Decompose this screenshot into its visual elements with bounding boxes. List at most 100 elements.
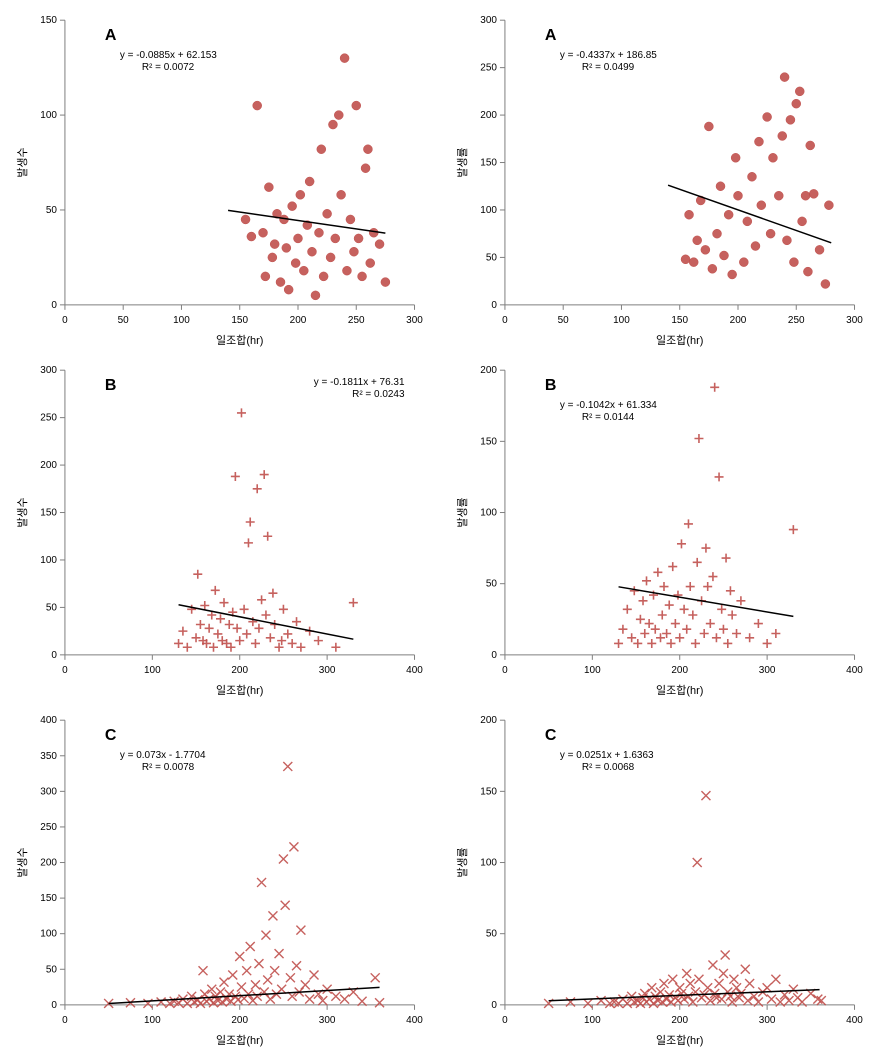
svg-text:발생수: 발생수: [16, 847, 29, 877]
svg-text:발생수: 발생수: [16, 497, 29, 527]
svg-text:400: 400: [406, 665, 423, 676]
svg-text:150: 150: [40, 893, 57, 904]
svg-text:일조합(hr): 일조합(hr): [216, 1033, 263, 1047]
svg-text:R² = 0.0072: R² = 0.0072: [142, 62, 195, 73]
svg-text:100: 100: [173, 315, 190, 326]
svg-text:50: 50: [557, 315, 569, 326]
svg-text:300: 300: [319, 1015, 336, 1026]
svg-text:y = -0.0885x + 62.153: y = -0.0885x + 62.153: [120, 50, 217, 61]
svg-text:발생수: 발생수: [16, 147, 29, 177]
svg-text:250: 250: [348, 315, 365, 326]
svg-text:250: 250: [787, 315, 804, 326]
chart-A-right: 050100150200250300050100150200250300Ay =…: [450, 10, 870, 350]
svg-text:150: 150: [40, 508, 57, 519]
svg-text:0: 0: [502, 665, 508, 676]
svg-text:일조합(hr): 일조합(hr): [216, 683, 263, 697]
svg-text:일조합(hr): 일조합(hr): [656, 333, 703, 347]
svg-text:300: 300: [319, 665, 336, 676]
svg-text:300: 300: [758, 665, 775, 676]
svg-text:150: 150: [480, 436, 497, 447]
svg-text:일조합(hr): 일조합(hr): [216, 333, 263, 347]
svg-text:일조합(hr): 일조합(hr): [656, 1033, 703, 1047]
svg-text:0: 0: [51, 1000, 57, 1011]
svg-text:100: 100: [40, 929, 57, 940]
svg-text:50: 50: [46, 205, 58, 216]
svg-text:100: 100: [584, 1015, 601, 1026]
svg-text:0: 0: [491, 650, 497, 661]
svg-text:0: 0: [491, 300, 497, 311]
chart-C-left: 0501001502002503003504000100200300400Cy …: [10, 710, 430, 1050]
svg-text:발생률: 발생률: [455, 497, 468, 527]
svg-text:발생률: 발생률: [455, 147, 468, 177]
svg-text:300: 300: [40, 365, 57, 376]
svg-text:300: 300: [406, 315, 423, 326]
svg-text:350: 350: [40, 751, 57, 762]
svg-text:B: B: [544, 377, 556, 394]
svg-text:100: 100: [480, 858, 497, 869]
svg-text:R² = 0.0243: R² = 0.0243: [352, 389, 405, 400]
svg-text:250: 250: [480, 63, 497, 74]
svg-text:200: 200: [290, 315, 307, 326]
svg-text:400: 400: [40, 715, 57, 726]
svg-text:200: 200: [231, 665, 248, 676]
svg-text:0: 0: [51, 650, 57, 661]
svg-text:A: A: [105, 27, 117, 44]
chart-B-left: 0501001502002503000100200300400By = -0.1…: [10, 360, 430, 700]
svg-text:R² = 0.0144: R² = 0.0144: [581, 412, 634, 423]
svg-text:300: 300: [758, 1015, 775, 1026]
svg-text:400: 400: [846, 1015, 863, 1026]
svg-text:0: 0: [62, 665, 68, 676]
chart-B-right: 0501001502000100200300400By = -0.1042x +…: [450, 360, 870, 700]
svg-text:y = -0.4337x + 186.85: y = -0.4337x + 186.85: [559, 50, 656, 61]
svg-text:150: 150: [480, 786, 497, 797]
svg-text:150: 150: [671, 315, 688, 326]
svg-text:200: 200: [671, 1015, 688, 1026]
svg-text:250: 250: [40, 822, 57, 833]
svg-text:400: 400: [406, 1015, 423, 1026]
svg-text:150: 150: [231, 315, 248, 326]
svg-text:400: 400: [846, 665, 863, 676]
svg-text:200: 200: [480, 110, 497, 121]
svg-text:발생률: 발생률: [455, 847, 468, 877]
chart-A-left: 050100150050100150200250300Ay = -0.0885x…: [10, 10, 430, 350]
svg-text:B: B: [105, 377, 117, 394]
chart-C-right: 0 50 100 150 200 0 100 200 300 400 Cy = 0.0251x + …: [450, 710, 870, 1050]
svg-text:C: C: [105, 727, 117, 744]
svg-text:300: 300: [480, 15, 497, 26]
svg-text:300: 300: [846, 315, 863, 326]
svg-text:300: 300: [40, 786, 57, 797]
svg-text:50: 50: [46, 964, 58, 975]
svg-text:R² = 0.0499: R² = 0.0499: [581, 62, 634, 73]
svg-text:100: 100: [144, 1015, 161, 1026]
chart-grid: 0 50 100 150 0 50 100 150 200 250 300 Ay = -0.0885x…: [10, 10, 869, 1050]
svg-text:0: 0: [51, 300, 57, 311]
svg-text:100: 100: [40, 110, 57, 121]
svg-text:C: C: [544, 727, 556, 744]
svg-text:A: A: [544, 27, 556, 44]
svg-text:250: 250: [40, 413, 57, 424]
svg-text:100: 100: [480, 205, 497, 216]
svg-text:100: 100: [480, 508, 497, 519]
svg-text:50: 50: [485, 579, 497, 590]
svg-text:200: 200: [40, 858, 57, 869]
svg-text:y = -0.1811x + 76.31: y = -0.1811x + 76.31: [314, 377, 405, 388]
svg-text:100: 100: [40, 555, 57, 566]
svg-text:y = 0.0251x + 1.6363: y = 0.0251x + 1.6363: [559, 750, 653, 761]
svg-text:y = -0.1042x + 61.334: y = -0.1042x + 61.334: [559, 400, 656, 411]
svg-text:0: 0: [491, 1000, 497, 1011]
svg-text:일조합(hr): 일조합(hr): [656, 683, 703, 697]
svg-text:50: 50: [485, 929, 497, 940]
svg-text:200: 200: [671, 665, 688, 676]
svg-text:y = 0.073x - 1.7704: y = 0.073x - 1.7704: [120, 750, 206, 761]
svg-text:50: 50: [485, 252, 497, 263]
svg-text:100: 100: [613, 315, 630, 326]
svg-text:0: 0: [502, 315, 508, 326]
svg-text:200: 200: [480, 715, 497, 726]
svg-text:50: 50: [46, 602, 58, 613]
svg-text:100: 100: [584, 665, 601, 676]
svg-text:150: 150: [40, 15, 57, 26]
svg-text:200: 200: [40, 460, 57, 471]
svg-text:0: 0: [502, 1015, 508, 1026]
svg-text:R² = 0.0068: R² = 0.0068: [581, 762, 634, 773]
svg-text:200: 200: [729, 315, 746, 326]
